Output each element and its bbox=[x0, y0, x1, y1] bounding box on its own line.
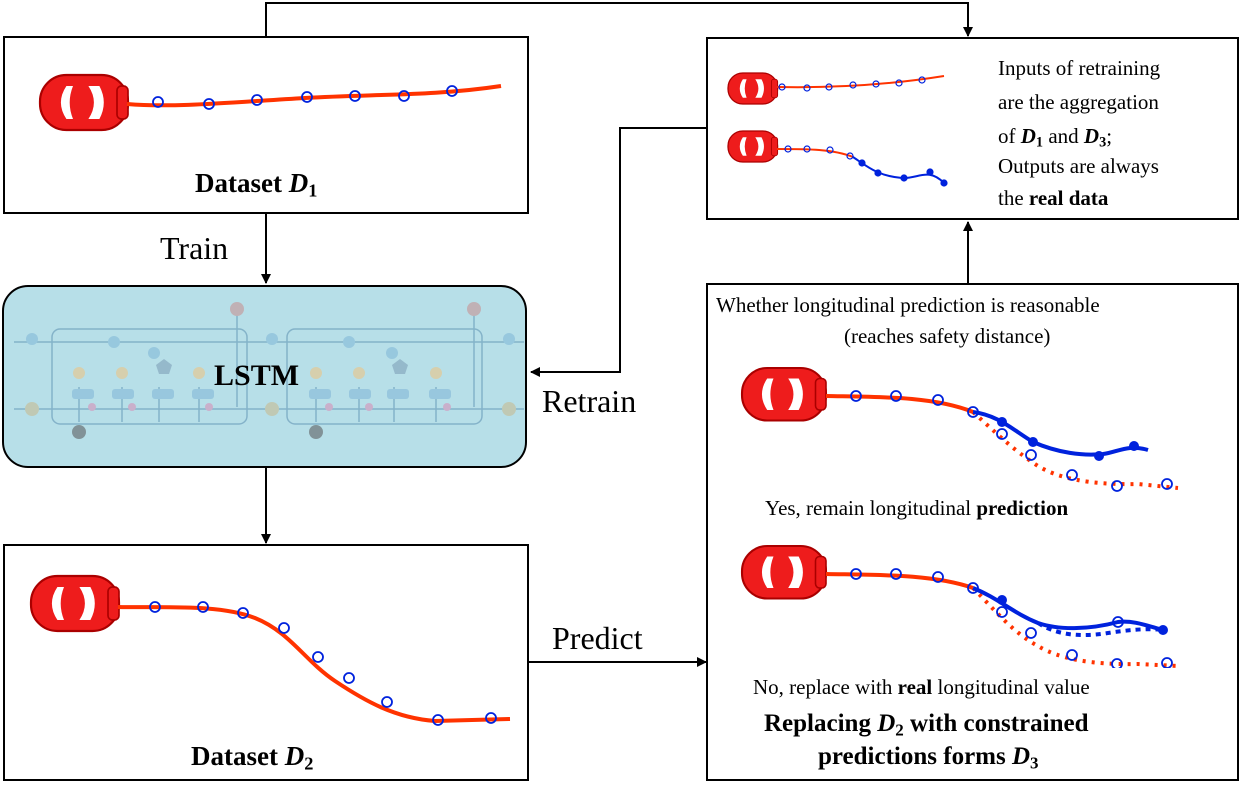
car-icon bbox=[727, 130, 779, 163]
d2-label: Dataset D2 bbox=[191, 741, 314, 774]
d2-trajectory-panel bbox=[29, 574, 511, 726]
question-line2: (reaches safety distance) bbox=[844, 324, 1051, 348]
car-icon bbox=[38, 73, 130, 132]
no-real-points bbox=[850, 568, 1173, 668]
yes-decision-label: Yes, remain longitudinal prediction bbox=[765, 496, 1069, 520]
retrain-note-line4: Outputs are always bbox=[998, 154, 1159, 178]
car-icon bbox=[740, 366, 828, 422]
yes-observed-trajectory bbox=[825, 394, 974, 414]
d2-trajectory bbox=[117, 605, 511, 724]
yes-real-trajectory bbox=[971, 410, 1179, 490]
yes-predicted-points bbox=[997, 417, 1139, 461]
lstm-cell-icon bbox=[14, 302, 524, 439]
predict-label: Predict bbox=[552, 620, 643, 656]
result-line2: predictions forms D3 bbox=[818, 743, 1039, 773]
arrow-d1-to-retrain-inputs bbox=[265, 2, 973, 37]
dataset-d2-box: Dataset D2 bbox=[3, 544, 529, 781]
lstm-block: LSTM bbox=[2, 285, 527, 468]
d2-points bbox=[149, 601, 497, 726]
no-predicted-trajectory bbox=[972, 586, 1164, 632]
no-real-trajectory bbox=[971, 586, 1179, 668]
retrain-d1-points bbox=[778, 76, 926, 92]
retrain-note-line5: the real data bbox=[998, 186, 1109, 210]
question-line1: Whether longitudinal prediction is reaso… bbox=[716, 293, 1100, 317]
d1-trajectory bbox=[126, 84, 502, 108]
no-case-panel bbox=[740, 544, 1179, 668]
dataset-d1-box: Dataset D1 bbox=[3, 36, 529, 214]
retrain-d3-trajectory-observed bbox=[776, 148, 854, 158]
result-line1: Replacing D2 with constrained bbox=[764, 710, 1089, 740]
no-constrained-trajectory bbox=[1036, 621, 1164, 638]
d1-label: Dataset D1 bbox=[195, 168, 318, 201]
no-observed-trajectory bbox=[825, 572, 974, 590]
no-decision-label: No, replace with real longitudinal value bbox=[753, 675, 1090, 699]
retraining-trajectories bbox=[727, 72, 948, 187]
train-label: Train bbox=[160, 230, 229, 266]
retrain-d3-points bbox=[784, 145, 948, 187]
car-icon bbox=[29, 574, 121, 633]
retrain-note-line1: Inputs of retraining bbox=[998, 56, 1161, 80]
car-icon bbox=[740, 544, 828, 600]
d1-points bbox=[152, 85, 458, 110]
retrain-note-line3: of D1 and D3; bbox=[998, 124, 1113, 151]
yes-real-points bbox=[850, 390, 1173, 492]
d1-trajectory-panel bbox=[38, 73, 502, 132]
retrain-note-line2: are the aggregation bbox=[998, 90, 1159, 114]
car-icon bbox=[727, 72, 779, 105]
no-predicted-points bbox=[997, 595, 1168, 635]
retraining-box: Inputs of retraining are the aggregation… bbox=[706, 37, 1239, 220]
arrow-retrain bbox=[530, 127, 707, 377]
lstm-label: LSTM bbox=[214, 359, 300, 392]
constraint-check-box: Whether longitudinal prediction is reaso… bbox=[706, 283, 1239, 781]
yes-case-panel bbox=[740, 366, 1179, 492]
retrain-label: Retrain bbox=[542, 383, 637, 419]
